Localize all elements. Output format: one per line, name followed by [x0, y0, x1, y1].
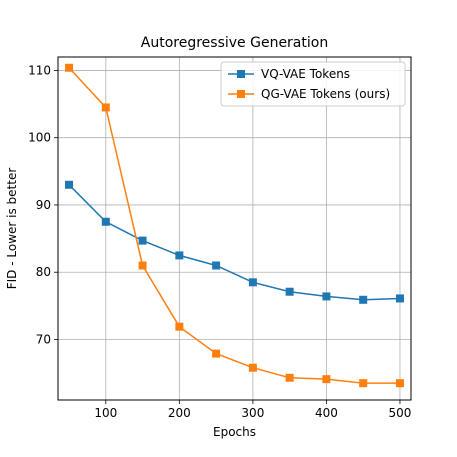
plot-frame: [57, 56, 412, 401]
y-tick-label: 110: [28, 63, 51, 77]
data-point: [101, 103, 110, 112]
data-point: [285, 287, 294, 296]
data-point: [175, 251, 184, 260]
y-tick-label: 100: [28, 131, 51, 145]
legend-label: VQ-VAE Tokens: [261, 67, 350, 81]
y-tick-label: 70: [36, 332, 51, 346]
y-tick-label: 80: [36, 265, 51, 279]
data-point: [101, 217, 110, 226]
x-tick-label: 300: [241, 406, 264, 420]
data-point: [395, 294, 404, 303]
series-line-0: [68, 184, 400, 301]
data-point: [285, 373, 294, 382]
data-point: [322, 375, 331, 384]
x-tick-label: 100: [94, 406, 117, 420]
series-lines: [68, 67, 400, 384]
data-point: [212, 349, 221, 358]
data-point: [359, 379, 368, 388]
x-tick-label: 200: [168, 406, 191, 420]
series-line-1: [68, 67, 400, 384]
legend-box: [220, 61, 406, 107]
data-point: [175, 322, 184, 331]
legend-marker: [237, 90, 245, 98]
legend-label: QG-VAE Tokens (ours): [261, 87, 390, 101]
chart-title: Autoregressive Generation: [141, 35, 328, 51]
x-axis-label: Epochs: [213, 425, 256, 439]
y-tick-label: 90: [36, 198, 51, 212]
data-point: [65, 180, 74, 189]
series-markers: [65, 63, 404, 388]
x-tick-label: 400: [315, 406, 338, 420]
axis-ticks: 100 200 300 400 500 70 80 90 100 110: [28, 63, 411, 420]
data-point: [248, 278, 257, 287]
legend: VQ-VAE Tokens QG-VAE Tokens (ours): [220, 61, 406, 107]
data-point: [395, 379, 404, 388]
data-point: [138, 261, 147, 270]
data-point: [138, 236, 147, 245]
legend-marker: [237, 70, 245, 78]
data-point: [248, 363, 257, 372]
data-point: [212, 261, 221, 270]
y-axis-label: FID - Lower is better: [5, 168, 19, 290]
data-point: [322, 292, 331, 301]
x-tick-label: 500: [389, 406, 412, 420]
data-point: [359, 295, 368, 304]
data-point: [65, 63, 74, 72]
